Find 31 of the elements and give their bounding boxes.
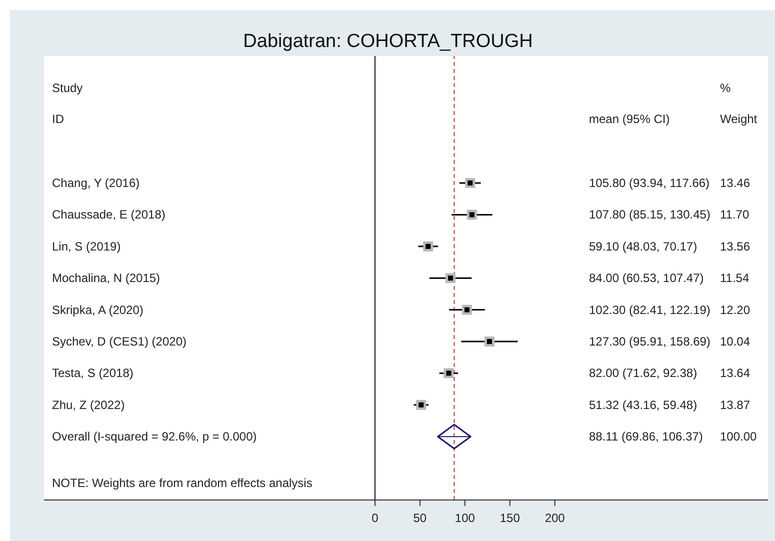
text: % [720,81,731,95]
text: Study [52,81,83,95]
text: 51.32 (43.16, 59.48) 13.87 [589,398,750,412]
y-tick-label: Chang, Y (2016) [52,176,140,190]
y-tick-label: Zhu, Z (2022) [52,398,125,412]
y-tick-label: Lin, S (2019) [52,239,121,254]
y-tick-label: Chaussade, E (2018) [52,208,166,222]
y-tick-label: Sychev, D (CES1) (2020) [52,334,186,348]
text: 107.80 (85.15, 130.45) 11.70 [589,208,750,222]
text: 59.10 (48.03, 70.17) 13.56 [589,239,750,254]
point [437,424,472,450]
text: NOTE: Weights are from random effects analysis [52,476,312,490]
x-tick-label: 100 [454,511,476,525]
text: 105.80 (93.94, 117.66) 13.46 [589,176,750,190]
x-tick-label: 50 [413,511,427,525]
text: 127.30 (95.91, 158.69) 10.04 [589,334,750,348]
text: 82.00 (71.62, 92.38) 13.64 [589,366,750,380]
x-tick-label: 0 [372,511,379,525]
text: Weight [720,112,758,126]
y-tick-label: Skripka, A (2020) [52,302,144,317]
text: 102.30 (82.41, 122.19) 12.20 [589,302,750,317]
text: mean (95% CI) [589,112,670,126]
y-tick-label: Testa, S (2018) [52,366,134,380]
y-tick-label: Mochalina, N (2015) [52,271,160,286]
text: ID [52,112,64,126]
y-tick-label: Overall (I-squared = 92.6%, p = 0.000) [52,430,257,444]
x-tick-label: 200 [544,511,566,525]
chart-title: Dabigatran: COHORTA_TROUGH [243,31,533,52]
text: 88.11 (69.86, 106.37) 100.00 [589,430,757,444]
x-tick-label: 150 [500,511,520,525]
text: 84.00 (60.53, 107.47) 11.54 [589,271,750,286]
